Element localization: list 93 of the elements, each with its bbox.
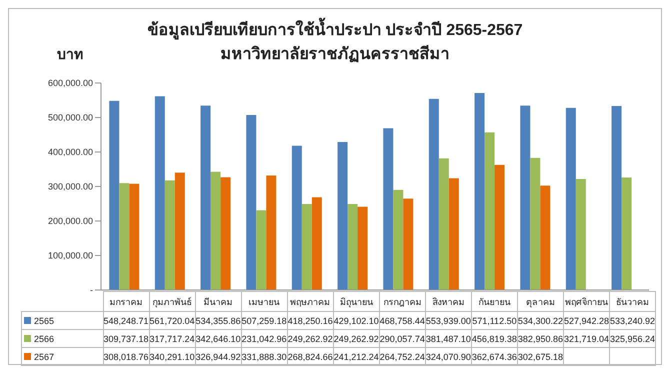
legend-label: 2565 <box>22 312 103 330</box>
x-tick-label: พฤษภาคม <box>287 292 334 312</box>
data-label: 331,888.30 <box>241 348 288 366</box>
y-tick-label: 600,000.00 <box>48 78 93 88</box>
chart-title: ข้อมูลเปรียบเทียบการใช้น้ำประปา ประจำปี 2565-2567 <box>146 17 524 42</box>
bar <box>520 106 530 290</box>
data-label: 321,719.04 <box>563 330 610 348</box>
y-axis-title: บาท <box>57 45 83 64</box>
bar <box>220 177 231 290</box>
bar <box>530 158 540 290</box>
data-label: 561,720.04 <box>149 312 196 330</box>
bar <box>129 184 140 290</box>
x-tick-label: กรกฎาคม <box>379 292 426 312</box>
y-tick-label: 200,000.00 <box>48 216 93 226</box>
bar <box>540 186 550 290</box>
bar <box>109 100 120 290</box>
data-label: 268,824.66 <box>287 348 334 366</box>
data-label: 342,646.10 <box>195 330 242 348</box>
data-label: 429,102.10 <box>333 312 380 330</box>
bar <box>200 106 211 290</box>
x-tick-label: พฤศจิกายน <box>563 292 610 312</box>
data-label: 507,259.18 <box>241 312 288 330</box>
bar <box>246 114 256 290</box>
data-label: 302,675.18 <box>517 348 564 366</box>
x-tick-label: เมษายน <box>241 292 288 312</box>
bar <box>302 204 312 290</box>
data-label: 231,042.96 <box>241 330 288 348</box>
bar <box>312 197 322 290</box>
y-tick-label: 100,000.00 <box>48 250 93 261</box>
y-tick-label: 400,000.00 <box>48 147 93 158</box>
bar <box>428 98 439 290</box>
bar <box>448 178 459 290</box>
bar <box>338 142 348 290</box>
data-label: 534,300.22 <box>517 312 564 330</box>
bar <box>403 198 414 290</box>
legend-label: 2567 <box>22 348 103 366</box>
data-label: 468,758.44 <box>379 312 426 330</box>
bar <box>164 180 175 290</box>
data-label: 325,956.24 <box>610 330 656 348</box>
data-label: 308,018.76 <box>103 348 150 366</box>
data-label: 548,248.71 <box>103 312 150 330</box>
bar <box>348 204 358 290</box>
bar <box>494 164 505 290</box>
data-label: 317,717.24 <box>149 330 196 348</box>
x-tick-label: กันยายน <box>471 292 518 312</box>
bar <box>393 190 404 290</box>
bar <box>210 172 221 290</box>
legend-label: 2566 <box>22 330 103 348</box>
data-label: 249,262.92 <box>333 330 380 348</box>
x-tick-label: สิงหาคม <box>425 292 472 312</box>
bar <box>154 96 165 290</box>
data-label: 249,262.92 <box>287 330 334 348</box>
bar <box>174 172 185 290</box>
data-label: 324,070.90 <box>425 348 472 366</box>
data-label: 326,944.92 <box>195 348 242 366</box>
x-tick-label: ธันวาคม <box>610 292 656 312</box>
x-tick-label: กุมภาพันธ์ <box>149 292 196 312</box>
bar <box>474 92 485 290</box>
bar <box>256 210 266 290</box>
x-tick-label: มิถุนายน <box>333 292 380 312</box>
x-tick-label: มกราคม <box>103 292 150 312</box>
x-tick-label: มีนาคม <box>195 292 242 312</box>
x-tick-label: ตุลาคม <box>517 292 564 312</box>
data-label: 241,212.24 <box>333 348 380 366</box>
data-label: 418,250.16 <box>287 312 334 330</box>
data-label: 456,819.38 <box>471 330 518 348</box>
chart-subtitle: มหาวิทยาลัยราชภัฏนครราชสีมา <box>220 46 450 63</box>
bar <box>119 183 130 290</box>
data-label: 553,939.00 <box>425 312 472 330</box>
data-label: 340,291.10 <box>149 348 196 366</box>
bar <box>566 108 576 290</box>
data-label: 264,752.24 <box>379 348 426 366</box>
data-label: 309,737.18 <box>103 330 150 348</box>
bar <box>266 176 276 290</box>
bar <box>612 106 622 290</box>
y-tick-label: - <box>90 285 93 296</box>
data-label: 290,057.74 <box>379 330 426 348</box>
data-label: 534,355.86 <box>195 312 242 330</box>
bar <box>622 178 632 290</box>
bar <box>484 132 495 290</box>
bar <box>438 158 449 290</box>
bar <box>383 128 394 290</box>
data-label: 362,674.36 <box>471 348 518 366</box>
data-label: 382,950.86 <box>517 330 564 348</box>
y-tick-label: 500,000.00 <box>48 112 93 123</box>
data-label: 527,942.28 <box>563 312 610 330</box>
data-label: 533,240.92 <box>610 312 656 330</box>
data-label: 381,487.10 <box>425 330 472 348</box>
data-label: 571,112.50 <box>471 312 518 330</box>
bar <box>576 179 586 290</box>
bar <box>358 206 368 290</box>
bar <box>292 146 302 290</box>
y-tick-label: 300,000.00 <box>48 182 93 192</box>
